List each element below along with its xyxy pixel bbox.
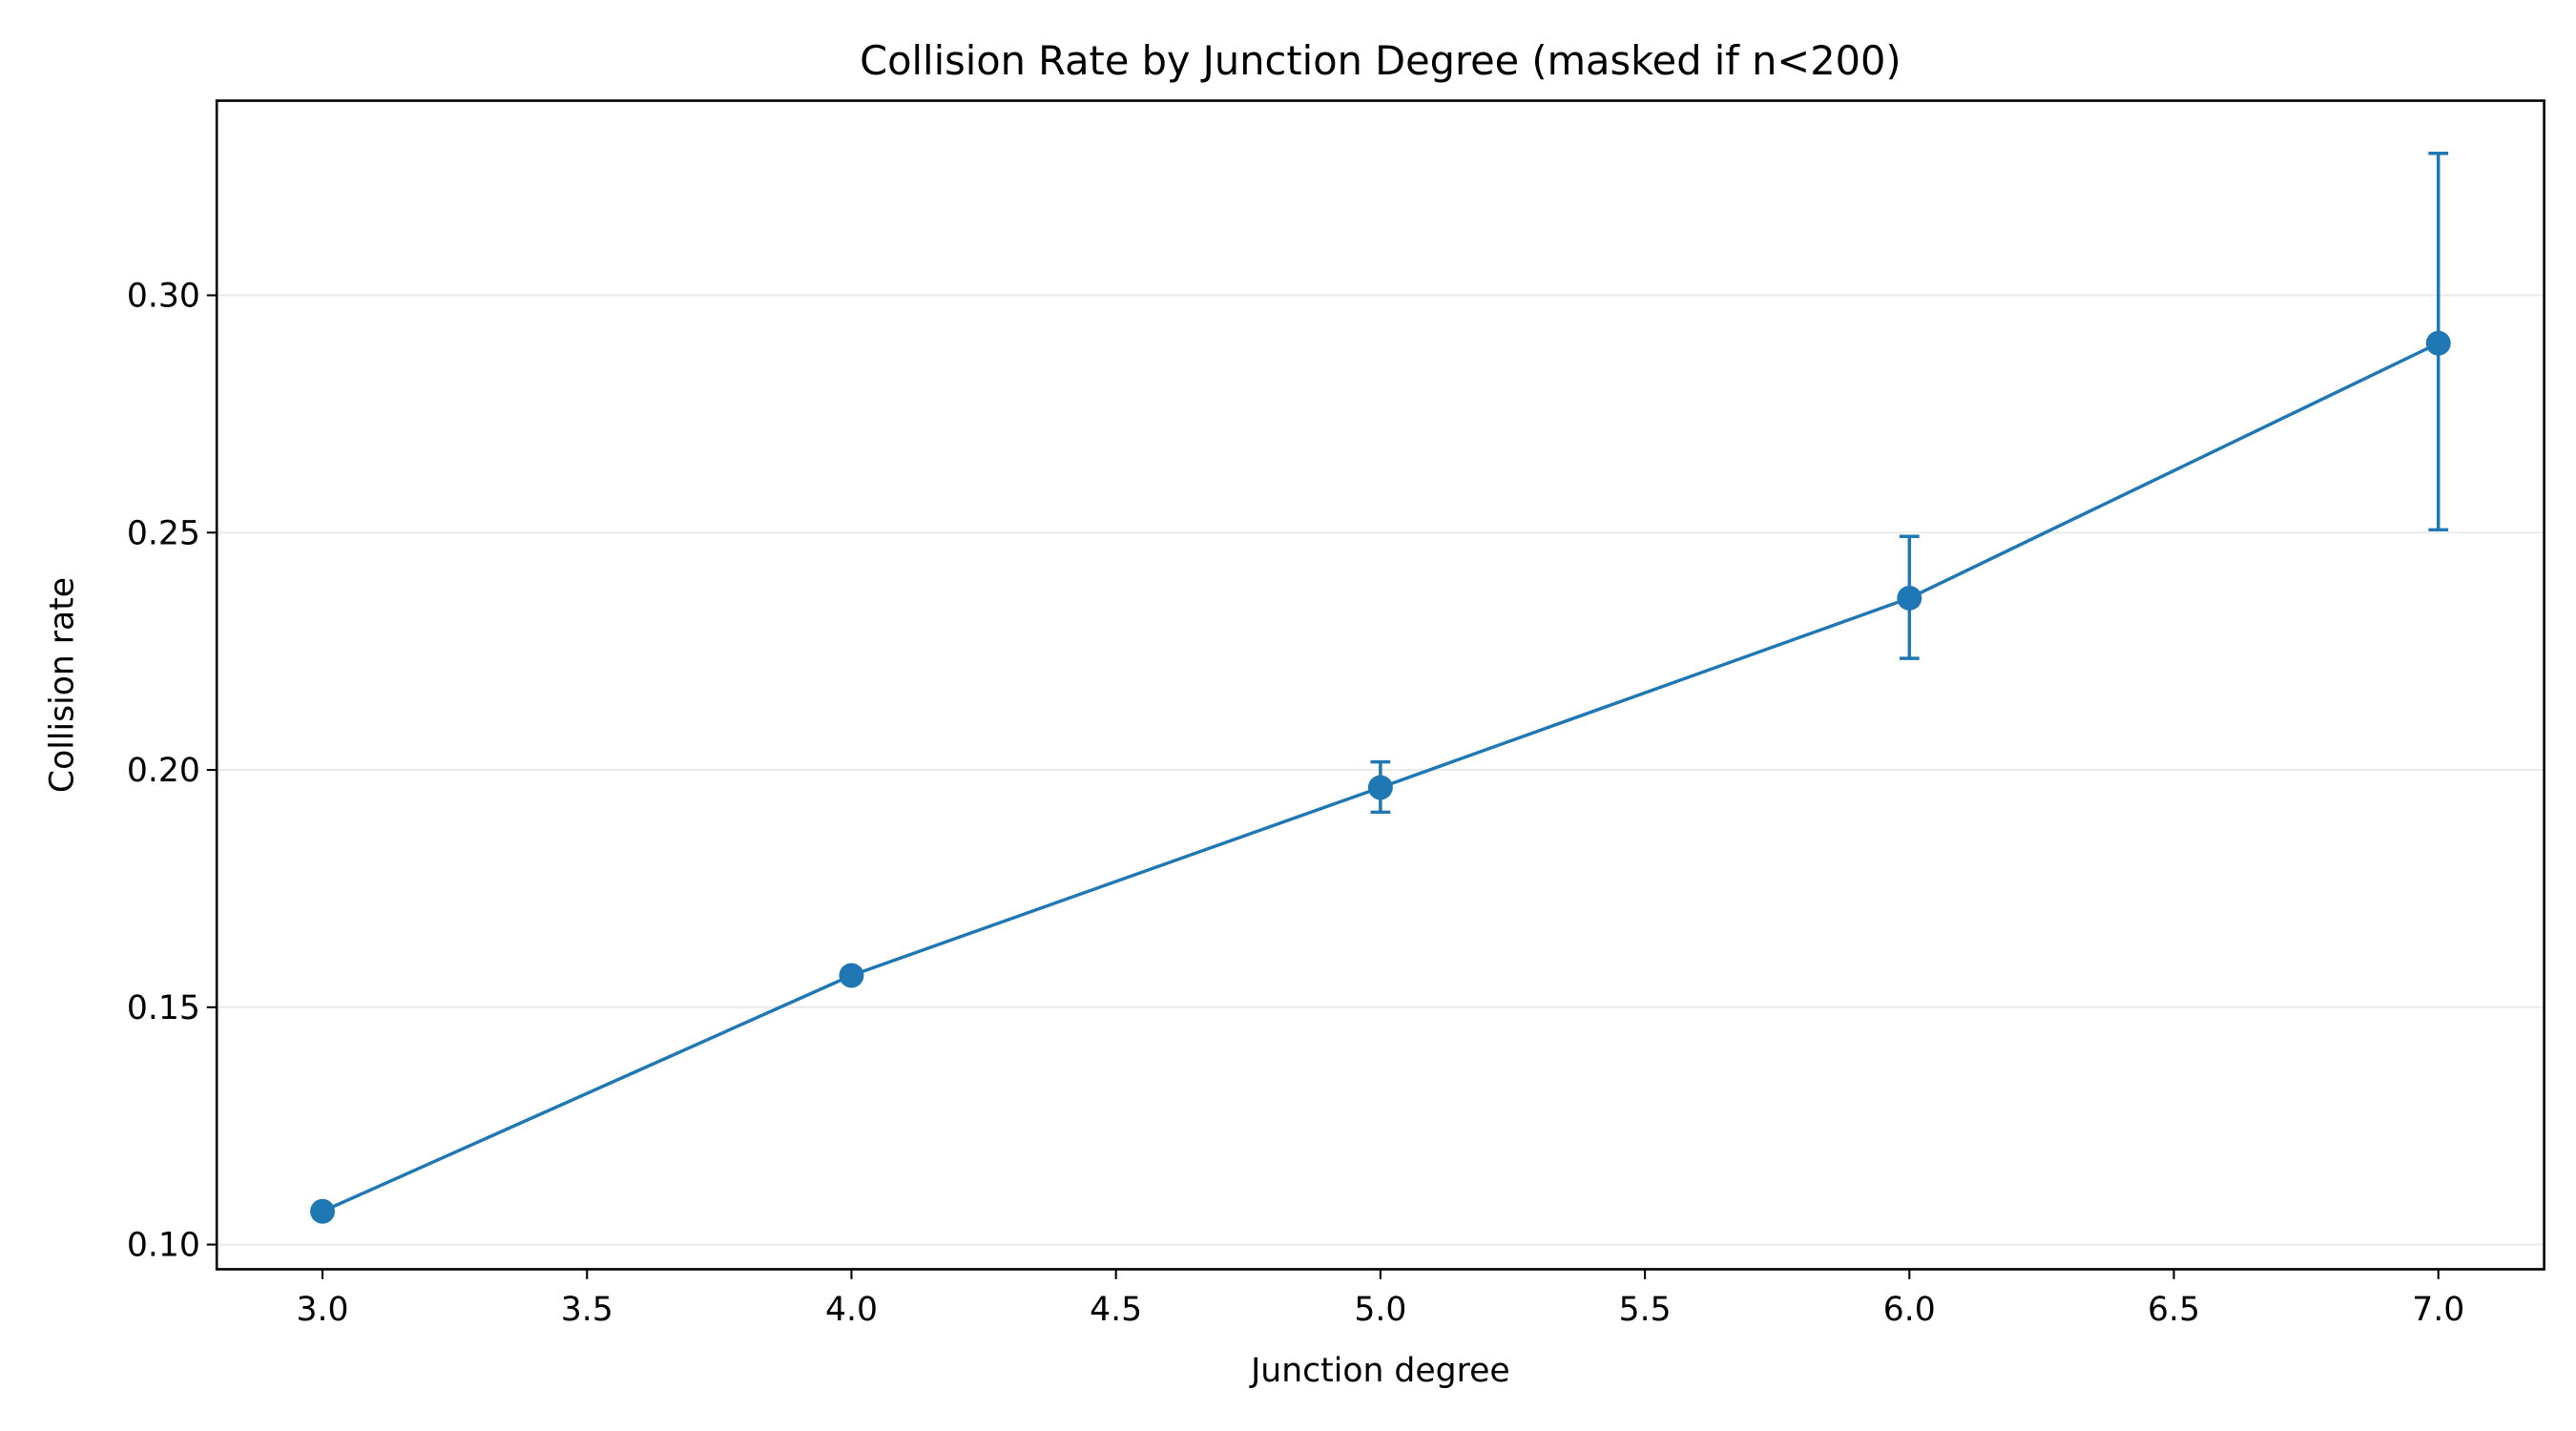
x-tick-label: 3.0: [297, 1291, 349, 1329]
data-point: [2425, 330, 2451, 356]
data-point: [1897, 585, 1922, 611]
data-point: [1367, 775, 1393, 800]
y-axis-label: Collision rate: [44, 577, 82, 793]
x-tick-label: 6.5: [2148, 1291, 2200, 1329]
x-tick-label: 6.0: [1883, 1291, 1936, 1329]
x-tick-label: 5.0: [1354, 1291, 1406, 1329]
x-axis-label: Junction degree: [1249, 1352, 1510, 1390]
y-tick-label: 0.10: [127, 1227, 200, 1265]
y-tick-label: 0.20: [127, 752, 200, 790]
y-tick-label: 0.25: [127, 514, 200, 552]
x-tick-label: 7.0: [2412, 1291, 2464, 1329]
x-tick-label: 4.5: [1090, 1291, 1142, 1329]
chart-title: Collision Rate by Junction Degree (maske…: [860, 37, 1901, 84]
data-point: [310, 1198, 336, 1224]
y-tick-label: 0.15: [127, 989, 200, 1027]
x-axis: 3.0 3.5 4.0 4.5 5.0 5.5 6.0 6.5 7.0: [297, 1269, 2464, 1329]
x-tick-label: 4.0: [825, 1291, 878, 1329]
y-tick-label: 0.30: [127, 278, 200, 316]
data-point: [839, 963, 864, 988]
axes-frame: [215, 99, 2545, 1271]
x-tick-label: 3.5: [561, 1291, 613, 1329]
plot-marks: [310, 152, 2451, 1224]
x-tick-label: 5.5: [1619, 1291, 1672, 1329]
y-axis: 0.10 0.15 0.20 0.25 0.30: [127, 278, 218, 1265]
